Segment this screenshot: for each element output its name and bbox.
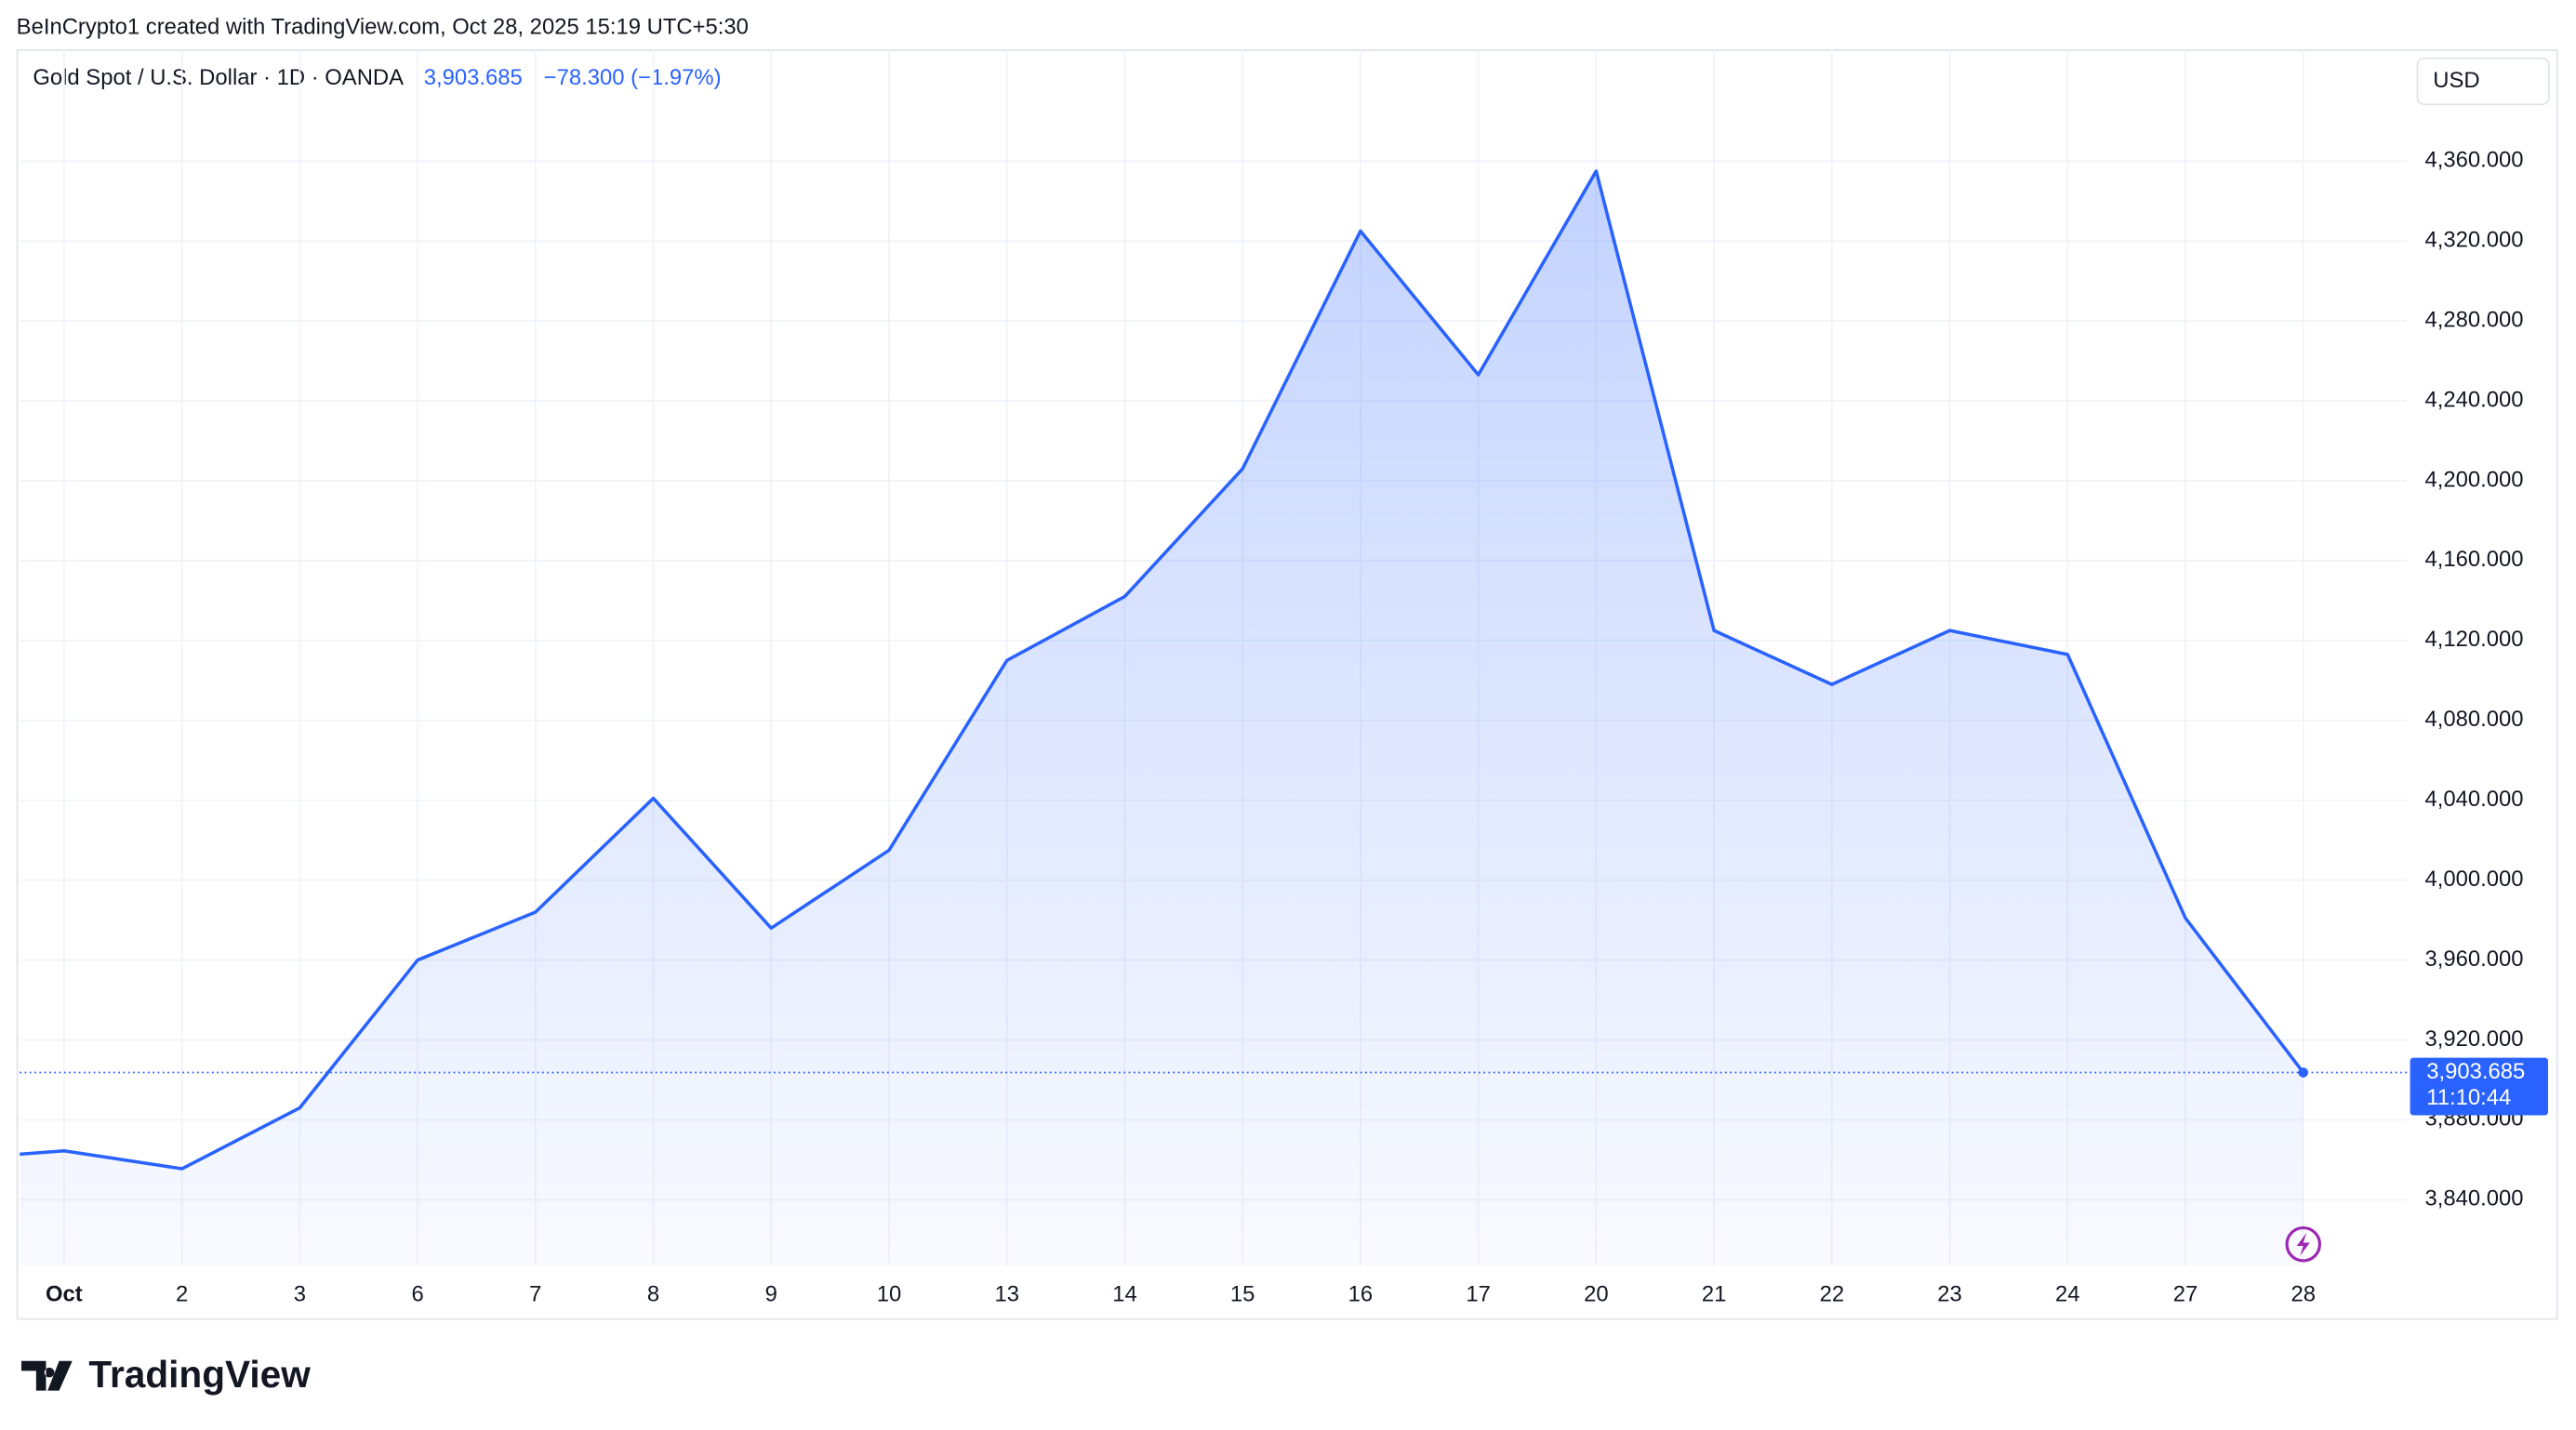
x-tick-label: 6 — [411, 1281, 423, 1306]
x-tick-label: 23 — [1937, 1281, 1962, 1306]
y-tick-label: 4,040.000 — [2424, 787, 2523, 812]
chart-frame — [16, 49, 2558, 1320]
currency-box[interactable] — [2416, 57, 2550, 106]
x-tick-label: 10 — [877, 1281, 902, 1306]
overlay: 3,840.0003,880.0003,920.0003,960.0004,00… — [20, 148, 2548, 1306]
x-tick-label: 3 — [294, 1281, 306, 1306]
price-tag — [2410, 1057, 2548, 1116]
y-tick-label: 4,160.000 — [2424, 547, 2523, 572]
y-tick-label: 3,920.000 — [2424, 1026, 2523, 1052]
x-tick-label: 27 — [2173, 1281, 2198, 1306]
y-tick-label: 4,200.000 — [2424, 467, 2523, 492]
last-point — [2298, 1067, 2309, 1078]
last-price: 3,903.685 — [424, 65, 523, 90]
x-tick-label: 28 — [2291, 1281, 2316, 1306]
y-tick-label: 3,840.000 — [2424, 1186, 2523, 1212]
lightning-icon[interactable] — [2285, 1225, 2322, 1263]
y-tick-label: 4,240.000 — [2424, 387, 2523, 412]
price-tag-countdown: 11:10:44 — [2426, 1085, 2511, 1110]
x-tick-label: 2 — [176, 1281, 188, 1306]
x-tick-label: 13 — [994, 1281, 1019, 1306]
plot-area — [20, 169, 2305, 1266]
price-change: −78.300 (−1.97%) — [544, 65, 722, 90]
brand-logo: TradingView — [20, 1353, 311, 1396]
price-line — [20, 169, 2305, 1171]
y-tick-label: 4,360.000 — [2424, 148, 2523, 173]
x-tick-label: 22 — [1820, 1281, 1845, 1306]
x-tick-label: 8 — [647, 1281, 659, 1306]
x-tick-label: 20 — [1584, 1281, 1609, 1306]
attribution: BeInCrypto1 created with TradingView.com… — [17, 14, 749, 39]
x-tick-label: 21 — [1702, 1281, 1727, 1306]
x-tick-label: 7 — [529, 1281, 541, 1306]
x-tick-label: 14 — [1112, 1281, 1137, 1306]
area — [20, 171, 2304, 1266]
y-tick-label: 4,000.000 — [2424, 867, 2523, 892]
brand-name: TradingView — [88, 1353, 311, 1396]
y-tick-label: 3,960.000 — [2424, 947, 2523, 972]
currency: USD — [2433, 68, 2479, 93]
y-tick-label: 4,280.000 — [2424, 307, 2523, 332]
x-tick-label: 24 — [2055, 1281, 2080, 1306]
symbol-title: Gold Spot / U.S. Dollar · 1D · OANDA — [33, 65, 404, 90]
price-tag-value: 3,903.685 — [2426, 1059, 2525, 1084]
x-tick-label: 9 — [765, 1281, 777, 1306]
y-tick-label: 4,320.000 — [2424, 228, 2523, 253]
x-tick-label: 17 — [1466, 1281, 1491, 1306]
x-tick-label: 16 — [1348, 1281, 1374, 1306]
y-tick-label: 4,120.000 — [2424, 627, 2523, 652]
x-tick-label: Oct — [46, 1281, 83, 1306]
y-tick-label: 4,080.000 — [2424, 707, 2523, 732]
x-tick-label: 15 — [1230, 1281, 1255, 1306]
